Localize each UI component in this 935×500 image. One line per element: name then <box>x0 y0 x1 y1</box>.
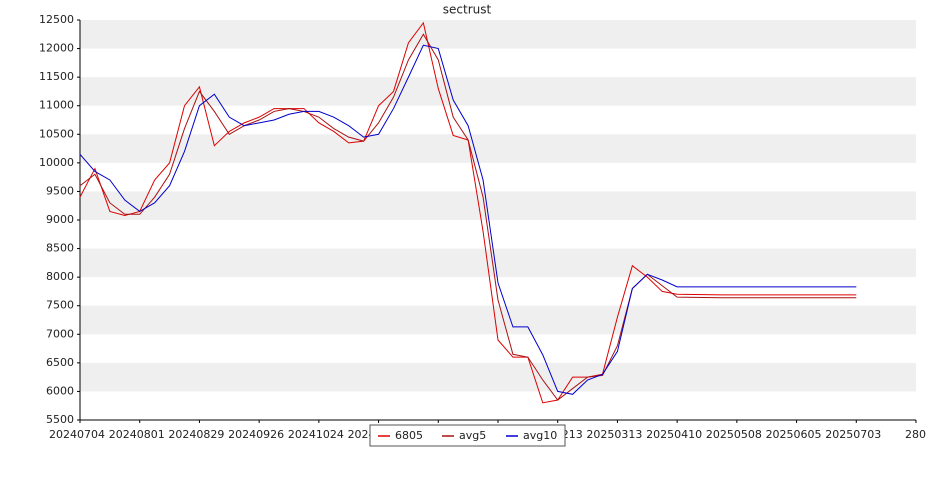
grid-bands <box>80 20 916 392</box>
legend-label: avg5 <box>459 429 486 442</box>
y-tick-label: 7500 <box>46 299 74 312</box>
chart-title: sectrust <box>443 3 492 17</box>
grid-band <box>80 20 916 49</box>
legend-label: avg10 <box>523 429 557 442</box>
series-line <box>79 33 857 401</box>
series-line <box>79 21 857 404</box>
y-tick-label: 5500 <box>46 413 74 426</box>
grid-band <box>80 191 916 220</box>
grid-band <box>80 77 916 106</box>
x-tick-label: 20240801 <box>109 428 165 441</box>
y-tick-label: 10500 <box>39 127 74 140</box>
y-tick-label: 12000 <box>39 42 74 55</box>
y-tick-label: 11000 <box>39 99 74 112</box>
x-tick-label: 20241024 <box>288 428 344 441</box>
y-tick-label: 6500 <box>46 356 74 369</box>
x-tick-label: 20250703 <box>825 428 881 441</box>
y-tick-label: 9000 <box>46 213 74 226</box>
grid-band <box>80 248 916 278</box>
y-tick-label: 8500 <box>46 242 74 255</box>
x-tick-label: 20240704 <box>49 428 105 441</box>
x-tick-label: 280 <box>905 428 926 441</box>
y-tick-label: 6000 <box>46 384 74 397</box>
legend-box <box>369 424 566 447</box>
x-tick-label: 20250313 <box>586 428 642 441</box>
legend: 6805 avg5 avg10 <box>369 424 566 447</box>
x-tick-label: 20250410 <box>646 428 702 441</box>
y-tick-label: 7000 <box>46 327 74 340</box>
grid-band <box>80 134 916 163</box>
y-tick-label: 10000 <box>39 156 74 169</box>
y-tick-label: 12500 <box>39 13 74 26</box>
x-tick-label: 20240926 <box>228 428 284 441</box>
x-tick-label: 20250605 <box>766 428 822 441</box>
series-line <box>79 44 857 395</box>
x-tick-label: 20240829 <box>168 428 224 441</box>
grid-band <box>80 362 916 392</box>
legend-label: 6805 <box>395 429 423 442</box>
y-tick-label: 9500 <box>46 184 74 197</box>
x-tick-label: 20250508 <box>706 428 762 441</box>
grid-band <box>80 305 916 335</box>
y-tick-label: 8000 <box>46 270 74 283</box>
y-tick-label: 11500 <box>39 70 74 83</box>
